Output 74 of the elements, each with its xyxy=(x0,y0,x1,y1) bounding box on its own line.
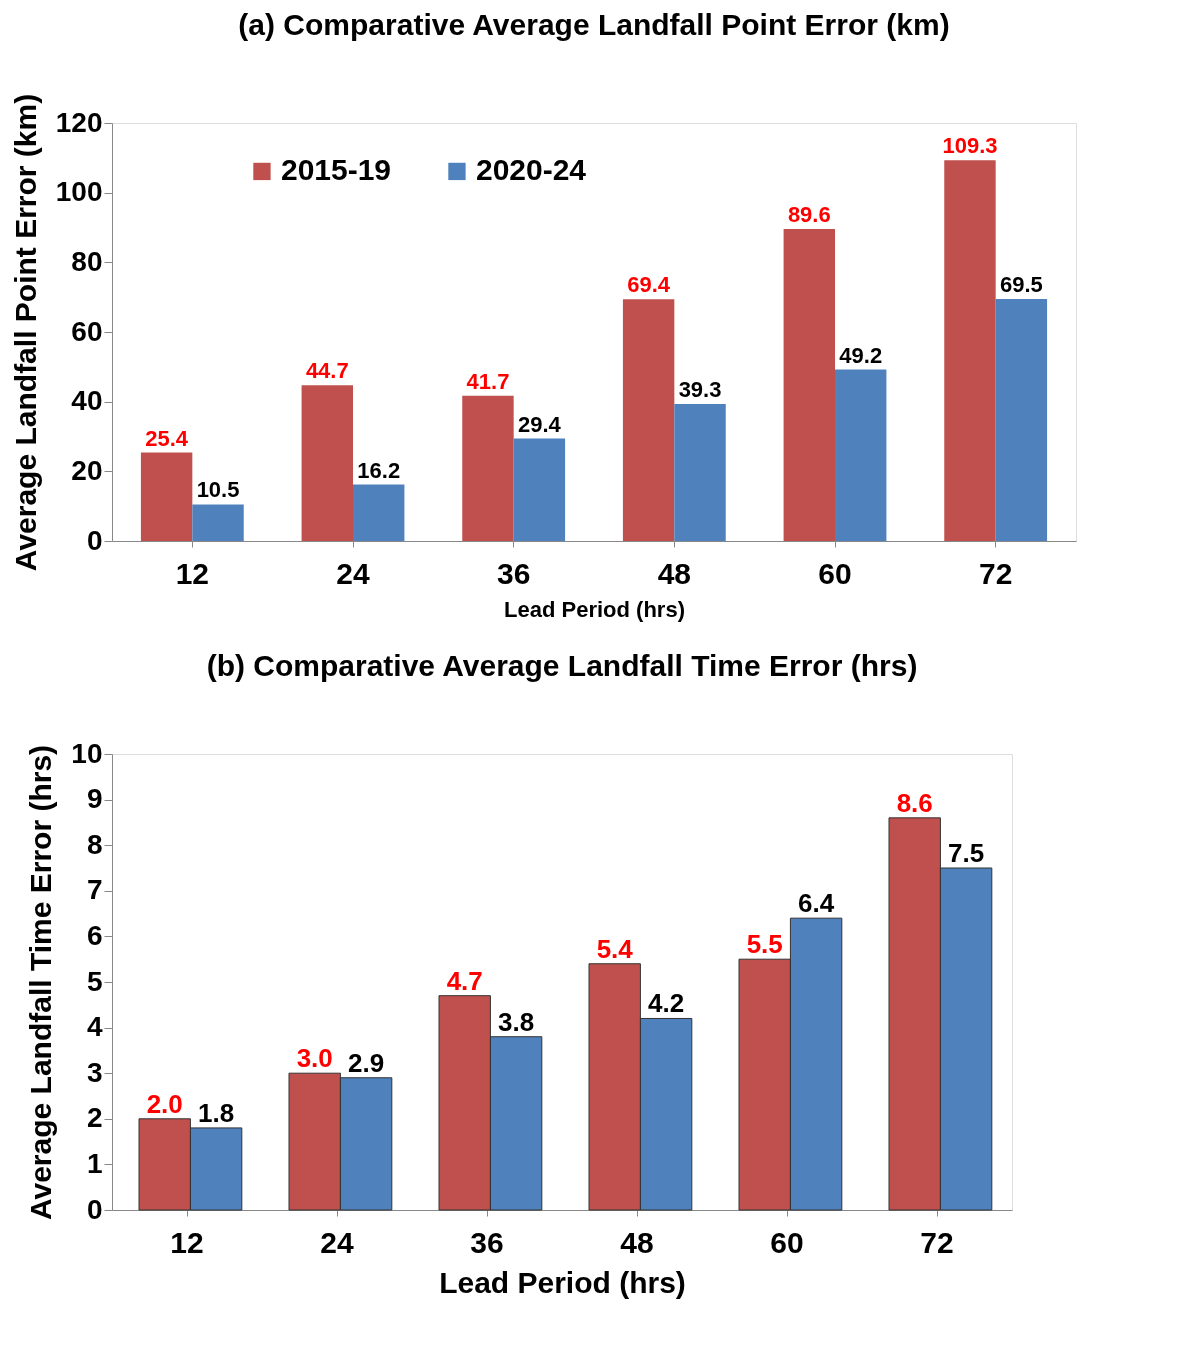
bar xyxy=(462,395,514,541)
chart-title: (a) Comparative Average Landfall Point Error (km) xyxy=(238,8,950,42)
data-label: 109.3 xyxy=(942,133,998,159)
data-label: 41.7 xyxy=(466,368,510,394)
data-label: 39.3 xyxy=(678,377,722,403)
data-label: 69.5 xyxy=(999,271,1043,297)
y-tick-label: 0 xyxy=(86,1193,103,1225)
data-label: 5.5 xyxy=(746,929,783,960)
y-tick-label: 7 xyxy=(86,874,103,906)
data-label: 10.5 xyxy=(196,477,240,503)
x-axis-title: Lead Period (hrs) xyxy=(439,1265,686,1299)
y-tick-label: 8 xyxy=(86,828,103,860)
bar xyxy=(301,385,353,541)
data-label: 44.7 xyxy=(305,358,349,384)
y-tick-label: 3 xyxy=(86,1056,103,1088)
bar xyxy=(353,484,405,541)
data-label: 5.4 xyxy=(596,933,634,964)
data-label: 89.6 xyxy=(787,201,831,227)
data-label: 69.4 xyxy=(627,272,671,298)
data-label: 2.9 xyxy=(348,1047,385,1078)
legend-label: 2020-24 xyxy=(475,153,587,187)
y-tick-label: 9 xyxy=(86,783,103,815)
x-tick-label: 72 xyxy=(920,1225,954,1259)
x-tick-label: 60 xyxy=(770,1225,804,1259)
y-tick-label: 6 xyxy=(86,919,103,951)
y-tick-label: 80 xyxy=(71,245,103,277)
bar xyxy=(995,298,1048,541)
y-tick-label: 4 xyxy=(86,1011,103,1043)
x-tick-label: 12 xyxy=(170,1225,204,1259)
data-label: 3.0 xyxy=(296,1043,333,1074)
bar xyxy=(192,504,244,541)
bar xyxy=(783,228,835,541)
x-tick-label: 36 xyxy=(470,1225,504,1259)
y-tick-label: 40 xyxy=(71,385,103,417)
x-tick-label: 48 xyxy=(657,556,692,590)
x-tick-label: 72 xyxy=(978,556,1013,590)
y-tick-label: 2 xyxy=(86,1102,103,1134)
bar xyxy=(835,369,887,541)
bar xyxy=(944,160,996,541)
data-label: 1.8 xyxy=(198,1097,235,1128)
y-tick-label: 100 xyxy=(55,176,103,208)
data-label: 3.8 xyxy=(498,1006,535,1037)
x-tick-label: 24 xyxy=(320,1225,354,1259)
x-axis-title: Lead Period (hrs) xyxy=(504,596,685,622)
y-axis-title: Average Landfall Point Error (km) xyxy=(8,93,42,572)
chart-title: (b) Comparative Average Landfall Time Error (hrs) xyxy=(206,649,918,682)
x-tick-label: 36 xyxy=(496,556,531,590)
data-label: 4.7 xyxy=(446,965,483,996)
data-label: 29.4 xyxy=(517,411,562,437)
bar xyxy=(674,404,726,541)
x-tick-label: 12 xyxy=(175,556,210,590)
y-tick-label: 0 xyxy=(86,524,103,556)
x-tick-label: 48 xyxy=(620,1225,654,1259)
data-label: 7.5 xyxy=(948,838,985,868)
x-tick-label: 60 xyxy=(818,556,852,590)
data-label: 25.4 xyxy=(145,425,189,451)
bar xyxy=(622,299,675,541)
data-label: 2.0 xyxy=(146,1088,183,1119)
x-tick-label: 24 xyxy=(336,556,370,590)
y-tick-label: 60 xyxy=(71,315,103,347)
data-label: 4.2 xyxy=(648,988,685,1019)
y-tick-label: 10 xyxy=(71,737,103,769)
y-tick-label: 1 xyxy=(86,1147,103,1179)
data-label: 49.2 xyxy=(839,342,883,368)
y-axis-title: Average Landfall Time Error (hrs) xyxy=(24,744,58,1221)
data-label: 16.2 xyxy=(357,457,401,483)
y-tick-label: 20 xyxy=(71,454,103,486)
legend-label: 2015-19 xyxy=(280,153,392,187)
data-label: 6.4 xyxy=(798,888,835,919)
y-tick-label: 5 xyxy=(86,965,103,997)
bar xyxy=(513,438,566,541)
bar xyxy=(140,452,193,541)
y-tick-label: 120 xyxy=(55,106,103,138)
data-label: 8.6 xyxy=(896,787,933,818)
